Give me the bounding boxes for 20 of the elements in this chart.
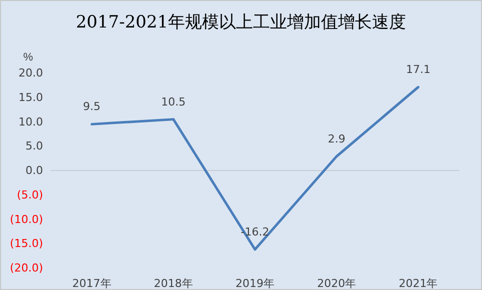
y-tick-label: 10.0 (18, 115, 43, 128)
y-tick-label: 0.0 (26, 164, 43, 177)
data-label: 10.5 (161, 95, 186, 108)
x-tick-label: 2021年 (398, 277, 438, 290)
x-tick-label: 2018年 (154, 277, 193, 290)
y-tick-label: 20.0 (18, 66, 43, 80)
data-label: 17.1 (406, 63, 430, 76)
y-tick-label: (15.0) (10, 237, 43, 250)
x-tick-label: 2020年 (317, 277, 356, 290)
y-tick-label: (20.0) (10, 262, 43, 274)
chart-title: 2017-2021年规模以上工业增加值增长速度 (76, 12, 406, 32)
data-label: 2.9 (328, 132, 346, 146)
y-tick-label: 15.0 (18, 90, 43, 104)
y-tick-label: (5.0) (16, 188, 43, 202)
y-axis-title: % (23, 52, 34, 64)
x-tick-label: 2017年 (72, 277, 112, 290)
data-label: 9.5 (83, 100, 101, 114)
y-tick-label: (10.0) (10, 212, 43, 226)
x-tick-label: 2019年 (236, 277, 274, 290)
y-tick-label: 5.0 (26, 140, 43, 153)
